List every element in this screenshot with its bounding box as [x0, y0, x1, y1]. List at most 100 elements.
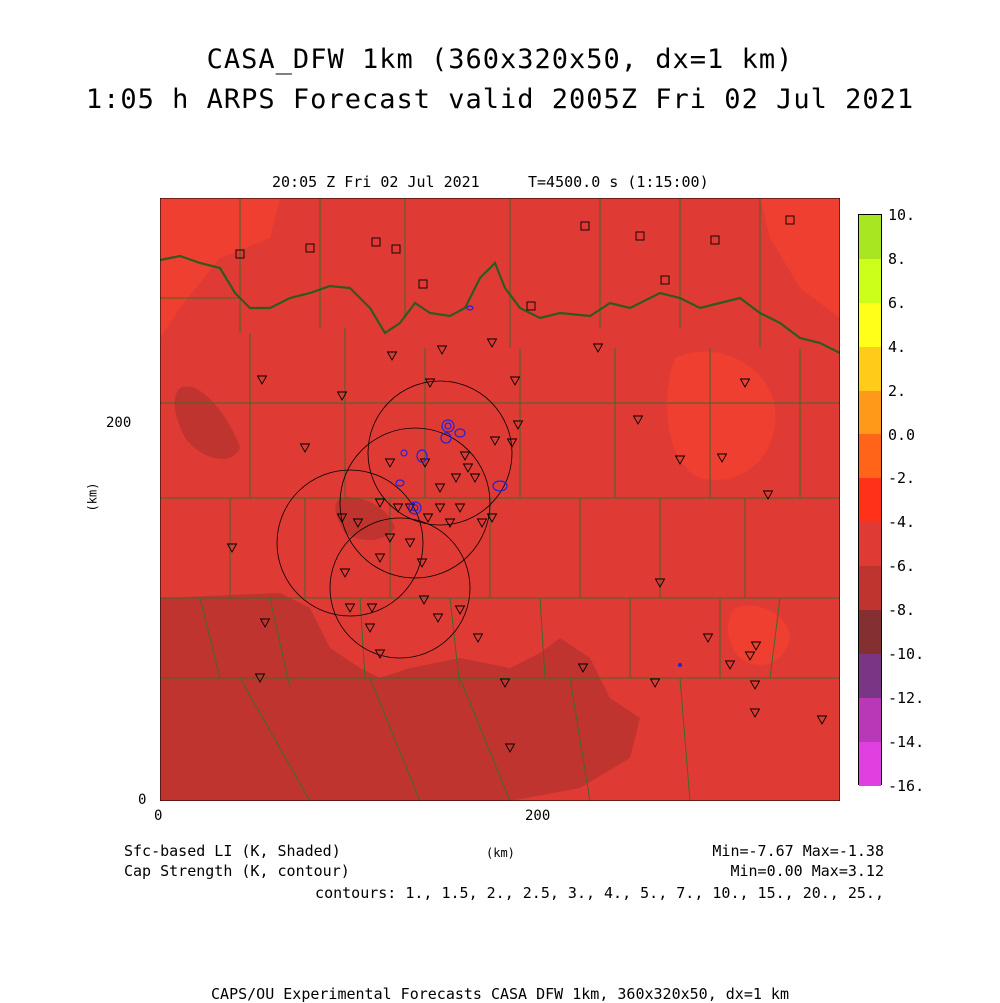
square-station-marker	[710, 235, 720, 245]
colorbar-segment	[859, 566, 881, 611]
triangle-station-marker	[336, 513, 348, 523]
triangle-station-marker	[392, 503, 404, 513]
y-axis-label: (km)	[85, 482, 100, 512]
triangle-station-marker	[489, 436, 501, 446]
triangle-station-marker	[454, 503, 466, 513]
triangle-station-marker	[469, 473, 481, 483]
triangle-station-marker	[649, 678, 661, 688]
colorbar-segment	[859, 697, 881, 742]
triangle-station-marker	[744, 651, 756, 661]
colorbar-segment	[859, 346, 881, 391]
square-station-marker	[235, 249, 245, 259]
colorbar-label: -12.	[888, 688, 925, 707]
triangle-station-marker	[486, 513, 498, 523]
triangle-station-marker	[418, 595, 430, 605]
triangle-station-marker	[344, 603, 356, 613]
triangle-station-marker	[336, 391, 348, 401]
colorbar-label: -8.	[888, 601, 916, 620]
contour-field-label: Cap Strength (K, contour)	[124, 862, 350, 880]
square-station-marker	[660, 275, 670, 285]
triangle-station-marker	[486, 338, 498, 348]
colorbar-label: 2.	[888, 381, 907, 400]
triangle-station-marker	[674, 455, 686, 465]
triangle-station-marker	[299, 443, 311, 453]
triangle-station-marker	[374, 498, 386, 508]
square-station-marker	[580, 221, 590, 231]
colorbar-segment	[859, 741, 881, 786]
triangle-station-marker	[259, 618, 271, 628]
square-station-marker	[305, 243, 315, 253]
li-colorbar	[858, 214, 882, 786]
shaded-min-max: Min=-7.67 Max=-1.38	[712, 842, 884, 860]
y-tick-200: 200	[106, 415, 132, 431]
triangle-station-marker	[654, 578, 666, 588]
triangle-station-marker	[419, 458, 431, 468]
radar-range-rings	[276, 380, 513, 659]
simulation-time-label: T=4500.0 s (1:15:00)	[528, 173, 709, 191]
triangle-station-marker	[352, 518, 364, 528]
shaded-field-label: Sfc-based LI (K, Shaded)	[124, 842, 341, 860]
triangle-station-marker	[749, 680, 761, 690]
triangle-station-marker	[254, 673, 266, 683]
colorbar-segment	[859, 522, 881, 567]
isolated-cap-point	[678, 663, 682, 667]
triangle-station-marker	[512, 420, 524, 430]
colorbar-segment	[859, 258, 881, 303]
triangle-station-marker	[366, 603, 378, 613]
colorbar-segment	[859, 302, 881, 347]
county-lines	[160, 198, 840, 801]
credit-line: CAPS/OU Experimental Forecasts CASA DFW …	[211, 985, 789, 1003]
triangle-station-marker	[632, 415, 644, 425]
colorbar-label: 10.	[888, 206, 916, 224]
colorbar-segment	[859, 653, 881, 698]
square-station-marker	[785, 215, 795, 225]
square-station-marker	[391, 244, 401, 254]
triangle-station-marker	[816, 715, 828, 725]
triangle-station-marker	[749, 708, 761, 718]
colorbar-label: 0.0	[888, 425, 916, 444]
colorbar-label: -14.	[888, 732, 925, 751]
triangle-station-marker	[702, 633, 714, 643]
cap-strength-contours	[395, 305, 508, 515]
y-tick-0: 0	[138, 792, 147, 808]
colorbar-segment	[859, 610, 881, 654]
triangle-station-marker	[750, 641, 762, 651]
triangle-station-marker	[364, 623, 376, 633]
forecast-map	[160, 198, 840, 801]
colorbar-label: -10.	[888, 645, 925, 663]
colorbar-segment	[859, 478, 881, 523]
colorbar-segment	[859, 390, 881, 435]
x-tick-200: 200	[525, 808, 551, 824]
triangle-station-marker	[226, 543, 238, 553]
triangle-station-marker	[454, 605, 466, 615]
colorbar-label: 8.	[888, 249, 907, 268]
triangle-station-marker	[444, 518, 456, 528]
triangle-station-marker	[499, 678, 511, 688]
triangle-station-marker	[509, 376, 521, 386]
triangle-station-marker	[506, 438, 518, 448]
triangle-station-marker	[386, 351, 398, 361]
triangle-station-marker	[762, 490, 774, 500]
colorbar-label: -6.	[888, 557, 916, 576]
station-markers	[226, 215, 828, 753]
triangle-station-marker	[339, 568, 351, 578]
triangle-station-marker	[432, 613, 444, 623]
x-tick-0: 0	[154, 808, 163, 824]
triangle-station-marker	[434, 483, 446, 493]
triangle-station-marker	[592, 343, 604, 353]
triangle-station-marker	[416, 558, 428, 568]
colorbar-label: 6.	[888, 293, 907, 312]
less-stable-regions	[160, 198, 840, 666]
colorbar-segment	[859, 215, 881, 259]
title-line-2: 1:05 h ARPS Forecast valid 2005Z Fri 02 …	[85, 84, 915, 115]
triangle-station-marker	[472, 633, 484, 643]
triangle-station-marker	[462, 463, 474, 473]
colorbar-label: -16.	[888, 776, 925, 795]
triangle-station-marker	[424, 378, 436, 388]
square-station-marker	[526, 301, 536, 311]
colorbar-segment	[859, 434, 881, 479]
triangle-station-marker	[577, 663, 589, 673]
triangle-station-marker	[434, 503, 446, 513]
triangle-station-marker	[422, 513, 434, 523]
colorbar-label: 4.	[888, 337, 907, 356]
